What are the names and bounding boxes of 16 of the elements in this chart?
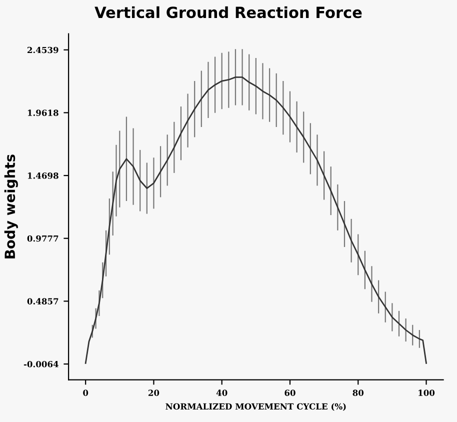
y-tick-label: -0.0064 <box>24 361 58 368</box>
x-tick-label: 40 <box>216 390 228 396</box>
x-tick-label: 100 <box>418 390 435 396</box>
y-axis-title: Body weights <box>4 154 18 258</box>
y-tick-label: 1.9618 <box>28 110 58 116</box>
y-tick-label: 0.4857 <box>27 298 58 304</box>
y-tick-label: 0.9777 <box>27 235 58 242</box>
chart-title: Vertical Ground Reaction Force <box>94 6 362 18</box>
y-tick-label: 1.4698 <box>28 172 58 179</box>
line-series <box>84 76 427 364</box>
y-tick-label: 2.4539 <box>27 46 58 54</box>
x-tick-label: 60 <box>284 390 296 396</box>
x-tick-label: 0 <box>83 390 88 396</box>
x-tick-label: 80 <box>352 390 364 396</box>
x-axis-title: NORMALIZED MOVEMENT CYCLE (%) <box>166 403 346 411</box>
x-tick-label: 20 <box>148 390 160 396</box>
